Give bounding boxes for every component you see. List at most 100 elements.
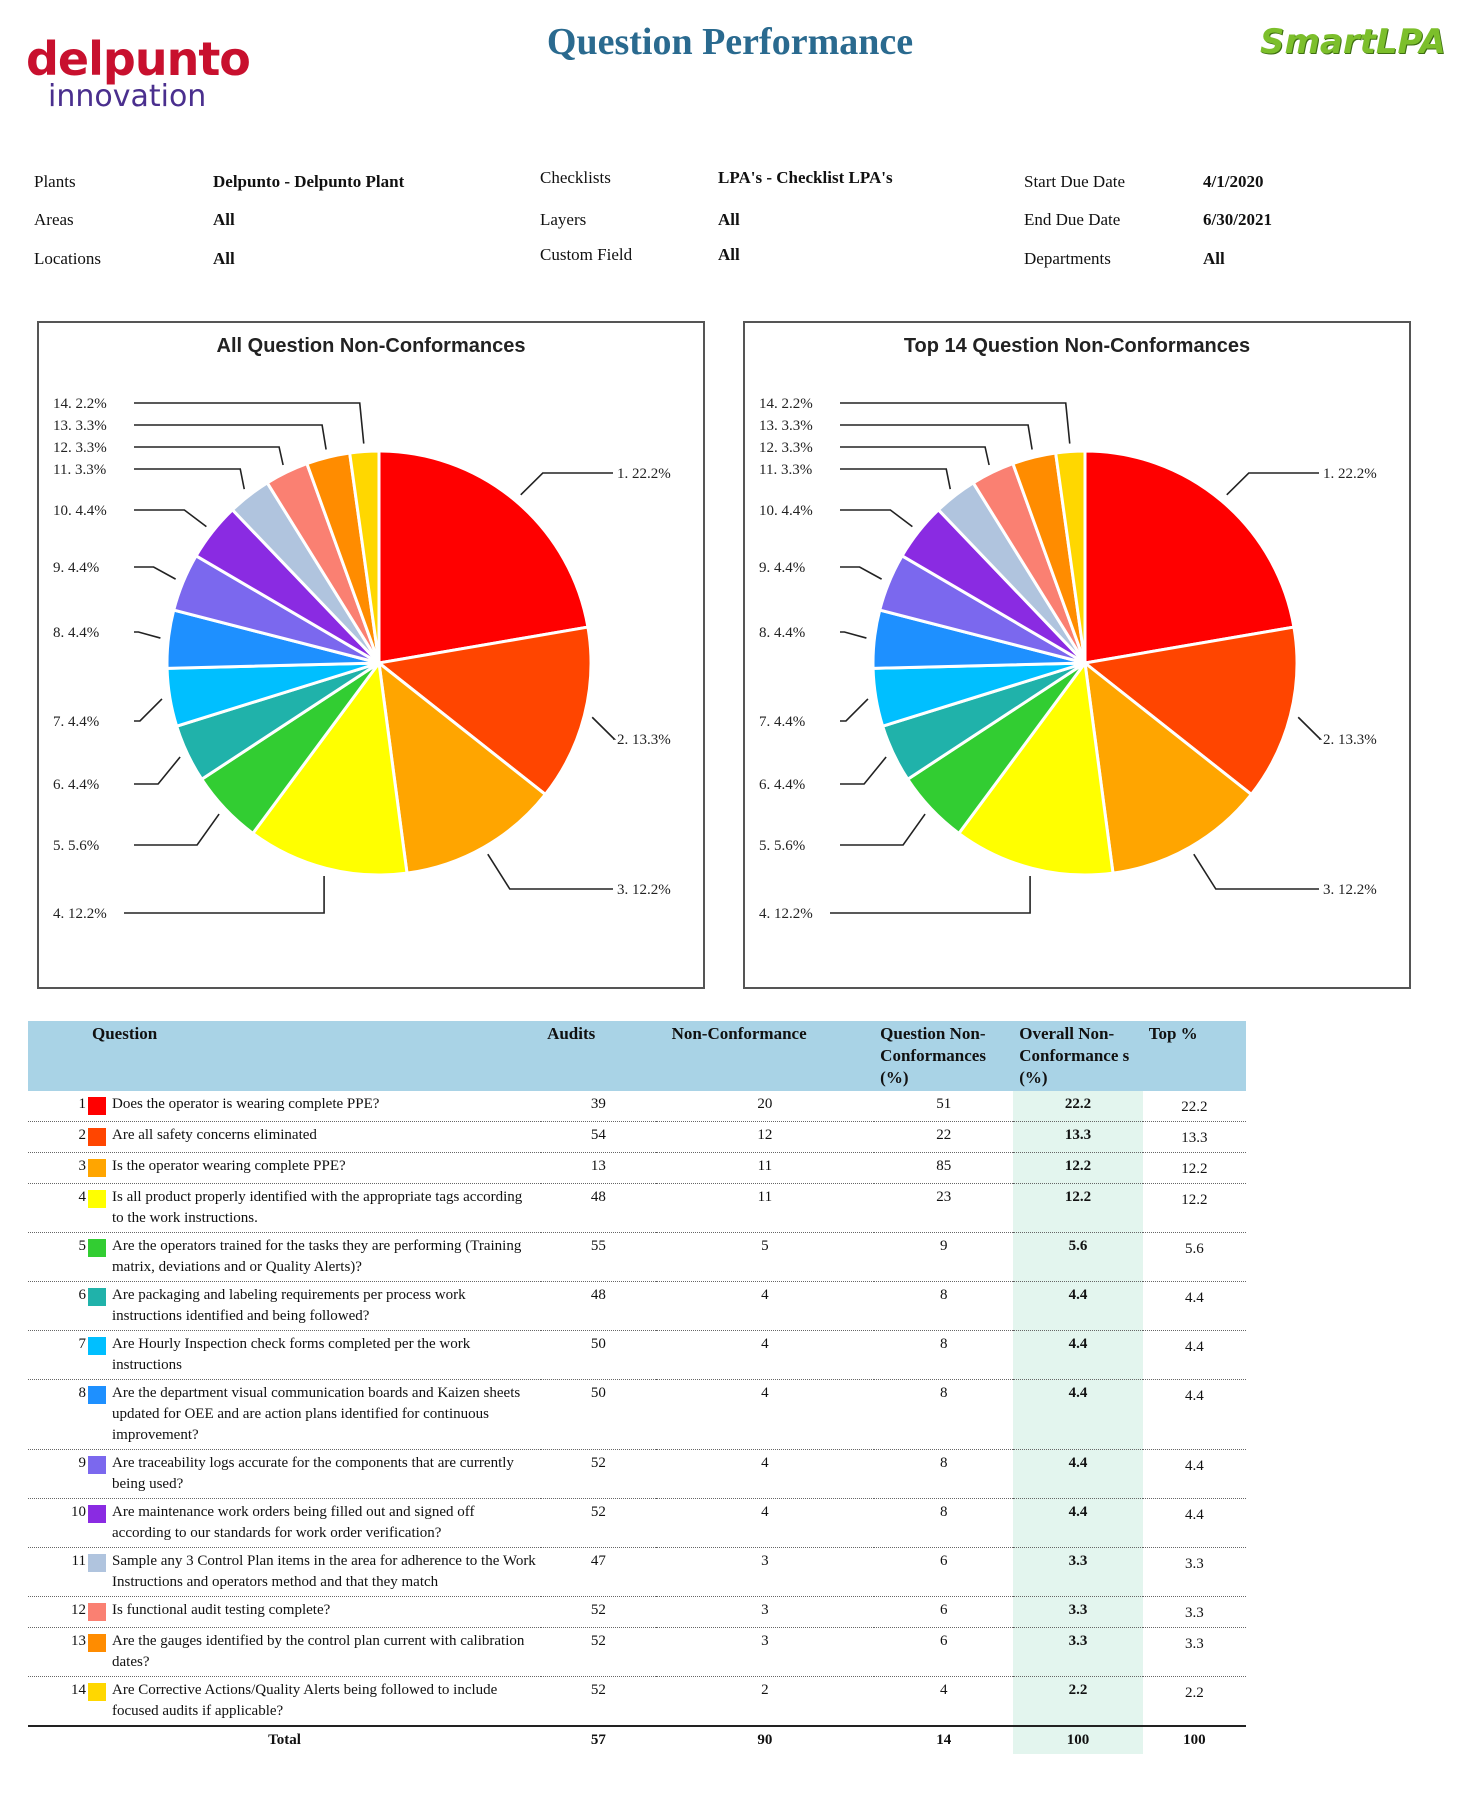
table-row: 2 Are all safety concerns eliminated 54 12 2… (28, 1121, 1246, 1153)
top-percent-cell: 4.4 (1142, 1281, 1246, 1331)
overall-nc-cell: 3.3 (1013, 1627, 1143, 1677)
end-date-value: 6/30/2021 (1203, 210, 1272, 229)
question-nc-cell: 8 (874, 1281, 1014, 1331)
pie-leader-line (591, 716, 617, 740)
pie-leader-line (1297, 716, 1323, 740)
nonconformance-cell: 11 (655, 1183, 875, 1233)
checklists-value: LPA's - Checklist LPA's (718, 168, 893, 187)
pie-slice-label: 11. 3.3% (53, 462, 106, 478)
pie-leader-line (840, 813, 926, 846)
custom-field-label: Custom Field (540, 245, 633, 264)
pie-slice (1083, 659, 1254, 875)
audits-cell: 54 (541, 1121, 656, 1153)
col-audits: Audits (541, 1021, 656, 1091)
overall-nc-cell: 3.3 (1013, 1547, 1143, 1597)
audits-cell: 52 (541, 1676, 656, 1727)
question-cell: 12 Is functional audit testing complete? (28, 1596, 542, 1628)
locations-label: Locations (34, 249, 102, 268)
question-nc-cell: 6 (874, 1547, 1014, 1597)
total-audits: 57 (541, 1725, 656, 1754)
question-text: Are packaging and labeling requirements … (112, 1287, 466, 1324)
pie-leader-line (1193, 853, 1319, 890)
smartlpa-logo: SmartLPA (1260, 22, 1446, 62)
overall-nc-cell: 22.2 (1013, 1091, 1143, 1122)
pie-slice (375, 625, 593, 797)
nonconformance-cell: 2 (655, 1676, 875, 1727)
pie-slice-label: 7. 4.4% (759, 714, 805, 730)
overall-nc-cell: 13.3 (1013, 1121, 1143, 1153)
pie-slice (1053, 449, 1087, 664)
pie-slice-label: 6. 4.4% (53, 777, 99, 793)
overall-nc-cell: 4.4 (1013, 1449, 1143, 1499)
row-index: 12 (71, 1602, 86, 1618)
checklists-label: Checklists (540, 168, 611, 187)
question-nc-cell: 9 (874, 1232, 1014, 1282)
total-label: Total (28, 1725, 542, 1754)
nonconformance-cell: 4 (655, 1449, 875, 1499)
question-text: Are Hourly Inspection check forms comple… (112, 1336, 471, 1373)
pie-leader-line (840, 698, 869, 722)
pie-leader-line (840, 756, 887, 785)
top-percent-cell: 5.6 (1142, 1232, 1246, 1282)
overall-nc-cell: 3.3 (1013, 1596, 1143, 1628)
nonconformance-cell: 3 (655, 1627, 875, 1677)
table-row: 5 Are the operators trained for the tasks… (28, 1232, 1246, 1282)
question-cell: 10 Are maintenance work orders being fill… (28, 1498, 542, 1548)
table-row: 12 Is functional audit testing complete? 5… (28, 1596, 1246, 1628)
color-swatch (88, 1603, 106, 1621)
question-cell: 7 Are Hourly Inspection check forms compl… (28, 1330, 542, 1380)
question-nc-cell: 8 (874, 1330, 1014, 1380)
question-nc-cell: 51 (874, 1091, 1014, 1122)
pie-leader-line (830, 876, 1031, 914)
question-nc-cell: 85 (874, 1152, 1014, 1184)
row-index: 14 (71, 1682, 86, 1698)
question-cell: 5 Are the operators trained for the tasks… (28, 1232, 542, 1282)
table-row: 14 Are Corrective Actions/Quality Alerts … (28, 1676, 1246, 1727)
top14-nonconformances-chart: Top 14 Question Non-Conformances 1. 22.2… (743, 321, 1411, 989)
row-index: 5 (78, 1238, 87, 1254)
pie-slice-label: 9. 4.4% (759, 560, 805, 576)
table-row: 13 Are the gauges identified by the contr… (28, 1627, 1246, 1677)
col-nonconformance: Non-Conformance (655, 1021, 875, 1091)
nonconformance-cell: 4 (655, 1379, 875, 1450)
col-overall-nc: Overall Non-Conformance s (%) (1013, 1021, 1143, 1091)
col-question: Question (28, 1021, 542, 1091)
question-cell: 13 Are the gauges identified by the contr… (28, 1627, 542, 1677)
plants-value: Delpunto - Delpunto Plant (213, 172, 405, 191)
top-percent-cell: 12.2 (1142, 1183, 1246, 1233)
question-cell: 8 Are the department visual communication… (28, 1379, 542, 1450)
table-row: 10 Are maintenance work orders being fill… (28, 1498, 1246, 1548)
pie-slice-label: 14. 2.2% (759, 396, 813, 412)
pie-slice (377, 449, 590, 665)
audits-cell: 39 (541, 1091, 656, 1122)
pie-slice-label: 2. 13.3% (617, 732, 671, 748)
top-percent-cell: 4.4 (1142, 1449, 1246, 1499)
table-row: 7 Are Hourly Inspection check forms compl… (28, 1330, 1246, 1380)
pie-leader-line (134, 424, 327, 450)
row-index: 7 (78, 1336, 87, 1352)
top-percent-cell: 3.3 (1142, 1547, 1246, 1597)
question-cell: 11 Sample any 3 Control Plan items in the… (28, 1547, 542, 1597)
table-row: 11 Sample any 3 Control Plan items in the… (28, 1547, 1246, 1597)
audits-cell: 50 (541, 1379, 656, 1450)
pie-slice-label: 11. 3.3% (759, 462, 812, 478)
pie-leader-line (840, 446, 990, 466)
pie-leader-line (134, 813, 220, 846)
pie-leader-line (840, 402, 1071, 444)
col-top-percent: Top % (1142, 1021, 1246, 1091)
question-nc-cell: 8 (874, 1498, 1014, 1548)
pie-slice (250, 659, 409, 877)
end-date-label: End Due Date (1024, 210, 1121, 229)
total-top-percent: 100 (1142, 1725, 1246, 1754)
question-text: Is all product properly identified with … (112, 1189, 523, 1226)
nonconformance-cell: 4 (655, 1330, 875, 1380)
pie-leader-line (840, 566, 883, 580)
top-percent-cell: 22.2 (1142, 1091, 1246, 1122)
top-percent-cell: 3.3 (1142, 1627, 1246, 1677)
question-text: Are Corrective Actions/Quality Alerts be… (112, 1682, 498, 1719)
filter-summary: Plants Delpunto - Delpunto Plant Areas A… (34, 166, 1414, 276)
color-swatch (88, 1337, 106, 1355)
table-row: 6 Are packaging and labeling requirements… (28, 1281, 1246, 1331)
row-index: 1 (78, 1096, 87, 1112)
row-index: 6 (78, 1287, 87, 1303)
